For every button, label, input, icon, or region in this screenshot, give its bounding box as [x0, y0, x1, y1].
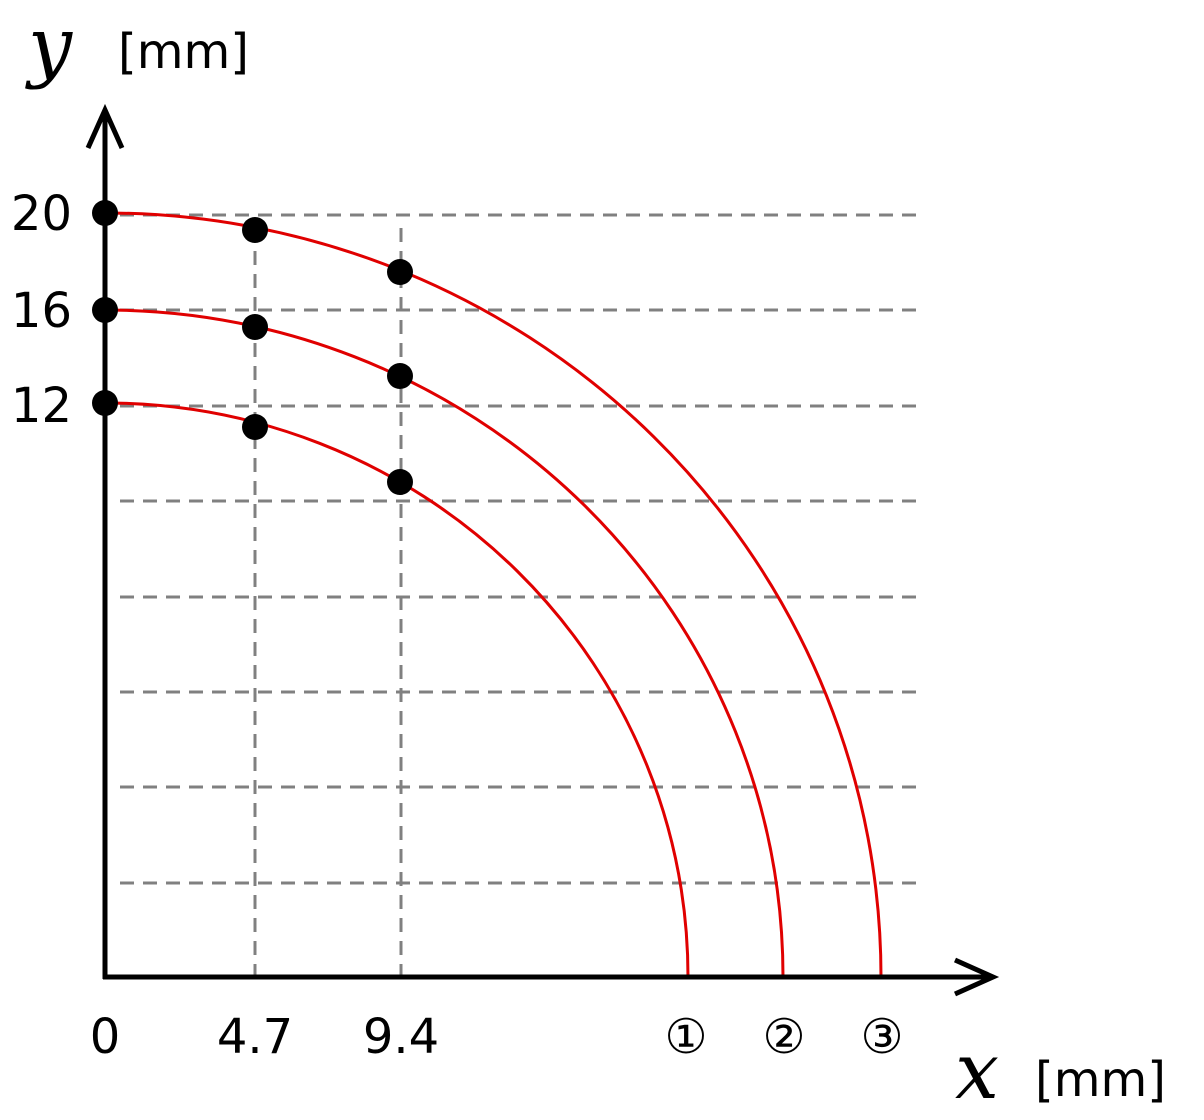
point	[242, 314, 268, 340]
point	[387, 259, 413, 285]
point	[387, 469, 413, 495]
y-tick-label: 16	[11, 283, 72, 339]
x-axis	[103, 957, 1000, 997]
x-tick-label: 4.7	[217, 1009, 293, 1065]
point	[242, 414, 268, 440]
x-tick-label: 0	[90, 1009, 121, 1065]
curve-1	[104, 401, 690, 978]
curve-2	[104, 308, 785, 978]
y-tick-label: 20	[11, 186, 72, 242]
curve-label: ③	[860, 1009, 903, 1065]
grid-lines	[120, 213, 925, 977]
curves	[104, 211, 883, 978]
point	[387, 363, 413, 389]
x-tick-label: 9.4	[363, 1009, 439, 1065]
points	[92, 200, 413, 495]
axes	[85, 103, 1000, 997]
x-axis-variable: x	[955, 1027, 999, 1117]
grid	[120, 213, 925, 977]
point	[242, 217, 268, 243]
curve-label: ②	[762, 1009, 805, 1065]
curve-3	[104, 211, 883, 978]
x-axis-unit: [mm]	[1035, 1052, 1166, 1108]
y-axis	[85, 103, 125, 979]
y-axis-variable: y	[25, 1, 73, 91]
y-axis-unit: [mm]	[118, 24, 249, 80]
y-tick-label: 12	[11, 378, 72, 434]
curve-label: ①	[664, 1009, 707, 1065]
